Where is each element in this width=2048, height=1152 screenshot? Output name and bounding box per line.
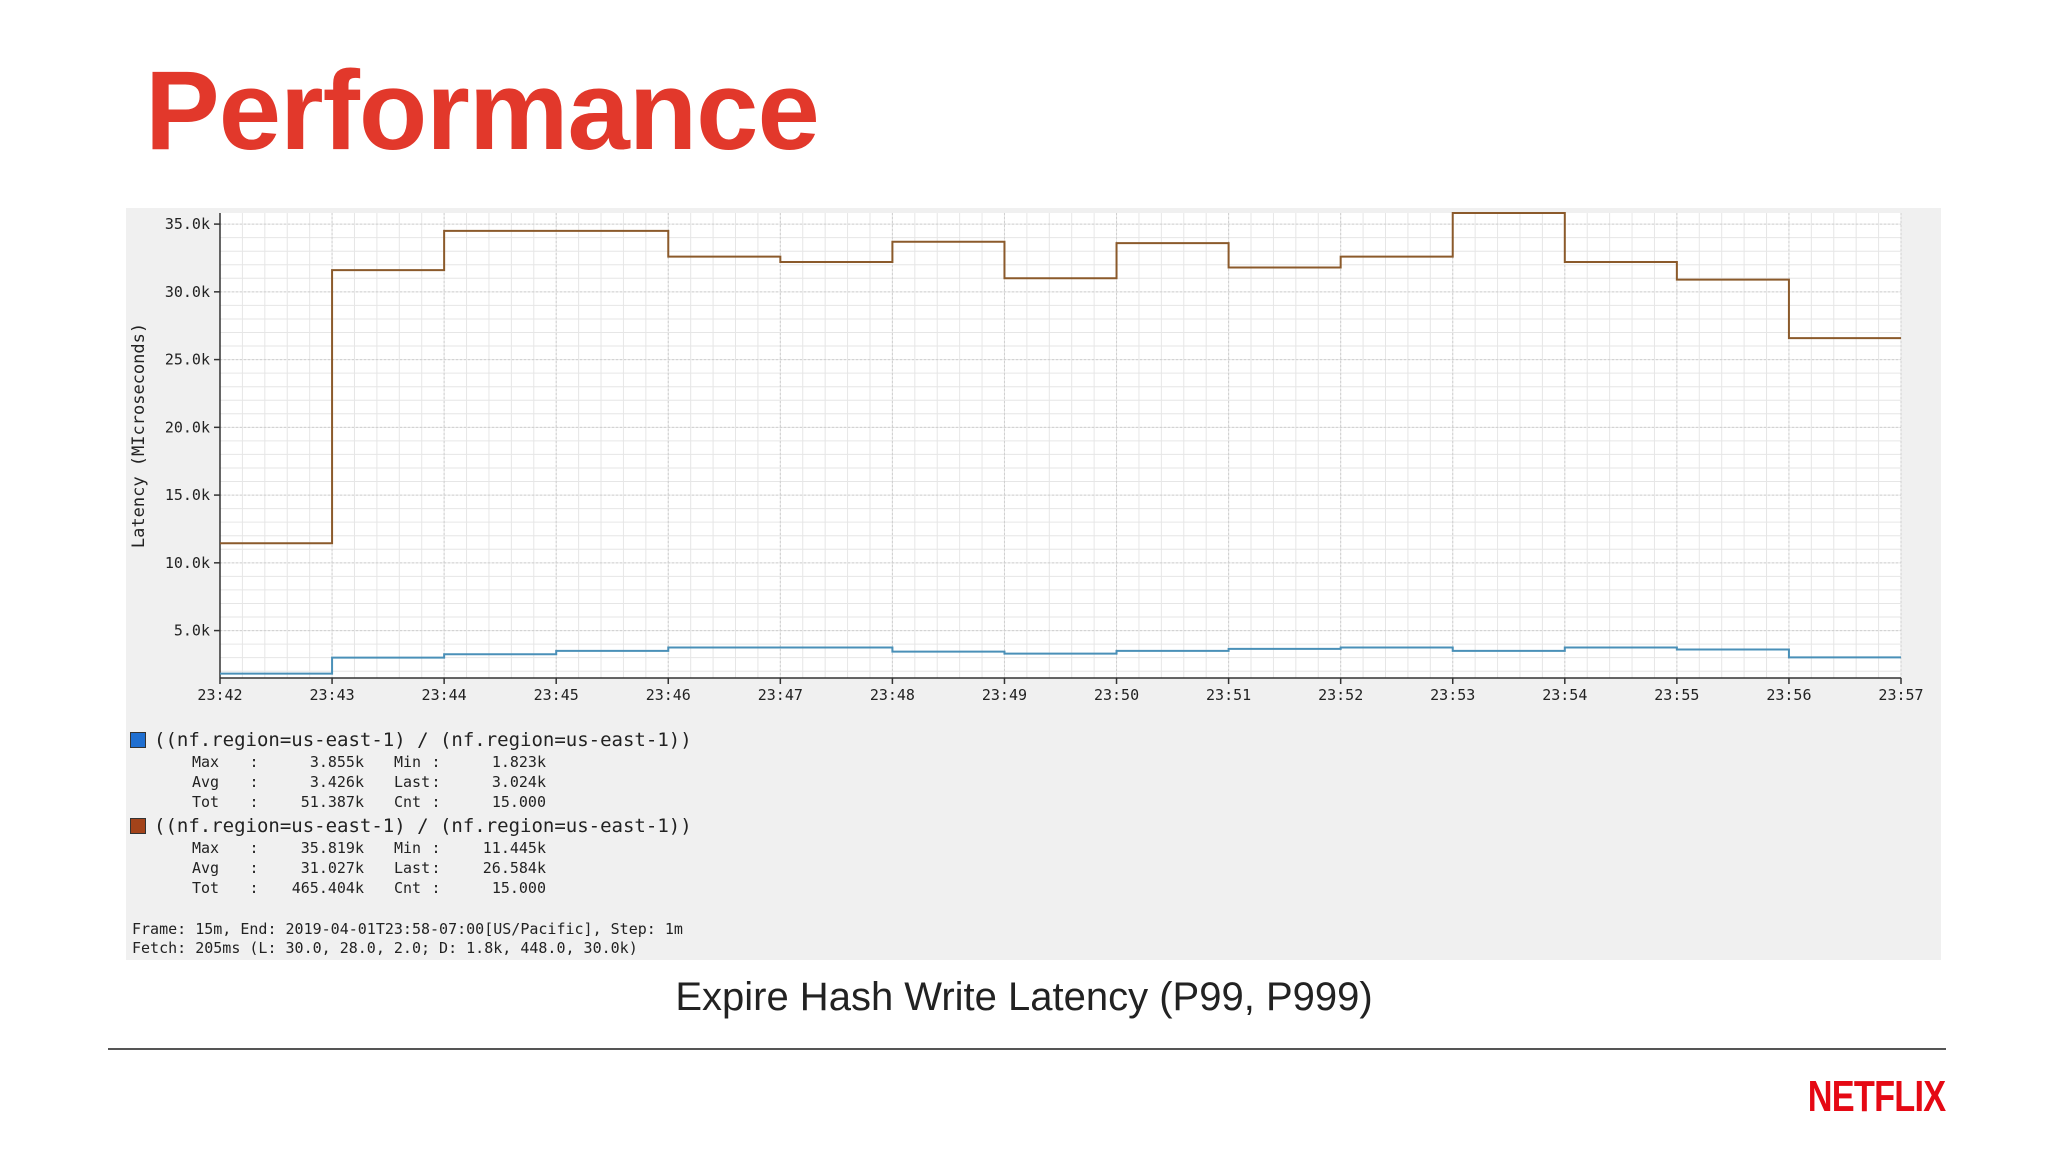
y-tick-label: 15.0k (165, 486, 210, 504)
plot-area (220, 213, 1901, 678)
stat-value: 15.000 (491, 793, 546, 811)
netflix-logo: NETFLIX (1807, 1072, 1945, 1121)
x-tick-label: 23:55 (1654, 686, 1699, 704)
stat-value: 465.404k (291, 879, 364, 897)
x-tick-label: 23:46 (646, 686, 691, 704)
stat-name: Cnt (394, 879, 422, 897)
y-tick-label: 25.0k (165, 351, 210, 369)
x-tick-label: 23:53 (1430, 686, 1475, 704)
stat-value: 26.584k (482, 859, 546, 877)
stat-name: Max (192, 839, 220, 857)
series-line-0 (220, 646, 1901, 675)
slide-title: Performance (145, 48, 820, 173)
stat-value: 35.819k (300, 839, 364, 857)
x-tick-label: 23:57 (1878, 686, 1923, 704)
legend-stats: Max:35.819k Min:11.445k Avg:31.027k Last… (192, 839, 546, 897)
frame-info: Frame: 15m, End: 2019-04-01T23:58-07:00[… (132, 920, 683, 938)
x-tick-label: 23:54 (1542, 686, 1587, 704)
legend: ((nf.region=us-east-1) / (nf.region=us-e… (130, 728, 1030, 900)
stat-value: 15.000 (491, 879, 546, 897)
x-tick-label: 23:47 (758, 686, 803, 704)
stat-name: Max (192, 753, 220, 771)
tick-labels: 5.0k 10.0k 15.0k 20.0k 25.0k 30.0k 35.0k 23:42 2… (165, 215, 1924, 704)
stat-name: Min (394, 753, 422, 771)
stat-name: Min (394, 839, 422, 857)
graph-footer: Frame: 15m, End: 2019-04-01T23:58-07:00[… (132, 920, 683, 958)
y-tick-label: 20.0k (165, 418, 210, 436)
axes (219, 213, 1901, 679)
stat-value: 3.024k (491, 773, 546, 791)
x-tick-label: 23:49 (982, 686, 1027, 704)
y-tick-label: 10.0k (165, 554, 210, 572)
x-tick-label: 23:56 (1766, 686, 1811, 704)
legend-swatch (130, 818, 146, 834)
chart-panel: 5.0k 10.0k 15.0k 20.0k 25.0k 30.0k 35.0k 23:42 2… (126, 208, 1941, 960)
y-axis-label: Latency (MIcroseconds) (129, 323, 149, 548)
legend-label: ((nf.region=us-east-1) / (nf.region=us-e… (154, 815, 692, 837)
stat-value: 3.855k (309, 753, 364, 771)
footer-divider (108, 1048, 1946, 1050)
x-tick-label: 23:48 (870, 686, 915, 704)
x-tick-label: 23:43 (309, 686, 354, 704)
x-tick-label: 23:52 (1318, 686, 1363, 704)
x-tick-label: 23:45 (534, 686, 579, 704)
stat-name: Avg (192, 773, 220, 791)
stat-value: 51.387k (300, 793, 364, 811)
stat-value: 3.426k (309, 773, 364, 791)
fetch-info: Fetch: 205ms (L: 30.0, 28.0, 2.0; D: 1.8… (132, 939, 638, 957)
x-tick-label: 23:51 (1206, 686, 1251, 704)
x-tick-label: 23:50 (1094, 686, 1139, 704)
legend-entry: ((nf.region=us-east-1) / (nf.region=us-e… (130, 728, 1030, 812)
stat-value: 31.027k (300, 859, 364, 877)
stat-name: Tot (192, 879, 220, 897)
legend-entry: ((nf.region=us-east-1) / (nf.region=us-e… (130, 814, 1030, 898)
x-tick-label: 23:42 (197, 686, 242, 704)
latency-chart: 5.0k 10.0k 15.0k 20.0k 25.0k 30.0k 35.0k 23:42 2… (129, 212, 1924, 704)
stat-name: Tot (192, 793, 220, 811)
chart-caption: Expire Hash Write Latency (P99, P999) (675, 975, 1373, 1019)
stat-value: 1.823k (491, 753, 546, 771)
legend-label: ((nf.region=us-east-1) / (nf.region=us-e… (154, 729, 692, 751)
series-line-1 (220, 212, 1901, 545)
legend-stats: Max:3.855k Min:1.823k Avg:3.426k Last:3.… (192, 753, 546, 811)
stat-value: 11.445k (482, 839, 546, 857)
stat-name: Last (394, 773, 431, 791)
stat-name: Cnt (394, 793, 422, 811)
y-tick-label: 5.0k (174, 622, 210, 640)
stat-name: Last (394, 859, 431, 877)
x-tick-label: 23:44 (422, 686, 467, 704)
y-tick-label: 35.0k (165, 215, 210, 233)
stat-name: Avg (192, 859, 220, 877)
series-layer (220, 212, 1901, 675)
y-tick-label: 30.0k (165, 283, 210, 301)
legend-swatch (130, 732, 146, 748)
